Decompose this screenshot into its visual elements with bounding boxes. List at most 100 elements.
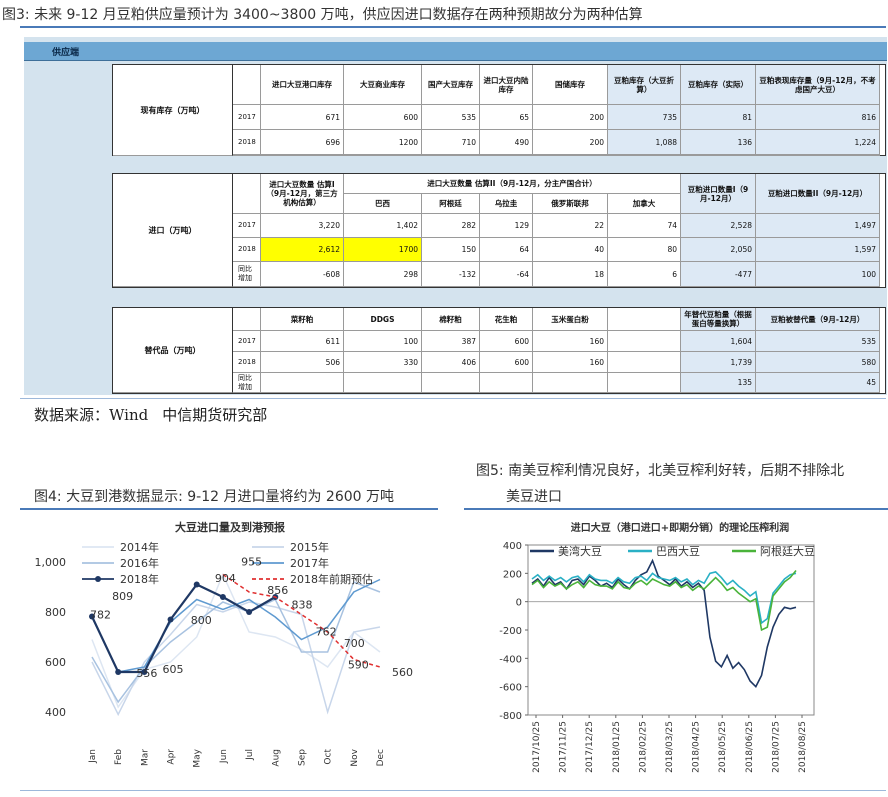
inventory-value-cell: - [533,155,608,156]
substitute-col-header: 玉米蛋白粉 [533,308,608,331]
crush-margin-chart: 进口大豆（港口进口+即期分销）的理论压榨利润 400 200 0 -200 -400 -60… [499,521,815,773]
inventory-col-header: 豆粕库存（实际） [681,65,756,105]
data-label: 809 [112,590,133,603]
inventory-value-cell: 600 [344,155,422,156]
fig3-title: 图3: 未来 9-12 月豆粕供应量预计为 3400~3800 万吨，供应因进口… [2,7,643,23]
import-value-cell: -132 [422,262,480,287]
substitute-value-cell: 1,604 [681,331,756,352]
series-marker [141,669,148,675]
data-label: 700 [344,637,365,650]
y-tick-label: -400 [499,654,522,665]
substitute-value-cell: 160 [533,352,608,373]
data-label: 955 [241,555,262,568]
import-value-cell: -64 [480,262,533,287]
import-row-label: 进口（万吨） [113,174,233,287]
data-source-line: 数据来源：Wind 中信期货研究部 [34,404,281,425]
inventory-year-cell: 同比增加 [233,155,261,156]
legend-label: 2014年 [120,540,159,554]
import-value-cell: 298 [344,262,422,287]
import-value-cell: 64 [480,238,533,262]
inventory-value-cell: 65 [480,105,533,130]
inventory-value-cell: 54 [681,155,756,156]
x-tick-label: 2018/08/25 [798,721,808,773]
inventory-value-cell: 490 [480,130,533,155]
inventory-value-cell: 176 [422,155,480,156]
plot-frame [527,544,815,716]
data-label: 556 [136,667,157,680]
import-value-cell: 2,528 [681,214,756,238]
fig5-title-rule [464,508,888,510]
legend-label: 2015年 [290,540,329,554]
y-tick-label: 1,000 [35,556,67,569]
x-tick-label: 2018/03/25 [665,721,675,773]
substitute-value-cell [344,373,422,393]
substitute-value-cell: 600 [480,352,533,373]
import-forecast-chart: 大豆进口量及到港预报 400 600 800 1,000 Jan Feb Mar Apr May J… [35,520,414,768]
import-value-cell: -477 [681,262,756,287]
fig4-title: 图4: 大豆到港数据显示: 9-12 月进口量将约为 2600 万吨 [34,489,394,505]
y-tick-label: -600 [499,683,522,694]
x-tick-label: 2018/04/25 [692,721,702,773]
import-year-cell: 2017 [233,214,261,238]
substitute-value-cell: 611 [261,331,344,352]
inventory-value-cell: 1200 [344,130,422,155]
x-tick-label: 2018/01/25 [612,721,622,773]
series-line [531,571,797,625]
substitute-value-cell [261,373,344,393]
import-block: 进口（万吨） 进口大豆数量 估算I（9月-12月，第三方机构估算） 进口大豆数量 估… [112,173,886,288]
fig4-title-rule [20,508,438,510]
legend-label: 美湾大豆 [558,544,602,558]
data-label: 856 [267,584,288,597]
substitute-value-cell [480,373,533,393]
inventory-col-header: 进口大豆内陆库存 [480,65,533,105]
inventory-value-cell: 353 [608,155,681,156]
fig5-title-line1: 图5: 南美豆榨利情况良好，北美豆榨利好转，后期不排除北 [476,463,845,479]
inventory-col-header: 国产大豆库存 [422,65,480,105]
import-country-header: 阿根廷 [422,194,480,214]
substitute-value-cell: 1,739 [681,352,756,373]
substitute-empty-cell [608,373,681,393]
substitute-value-cell: 45 [756,373,880,393]
import-value-cell: 40 [533,238,608,262]
import-value-cell: 18 [533,262,608,287]
legend-label: 2017年 [290,556,329,570]
x-tick-label: 2018/02/25 [638,721,648,773]
x-tick-label: 2018/06/25 [745,721,755,773]
legend-label: 巴西大豆 [656,544,700,558]
legend-label: 2018年 [120,572,159,586]
import-value-cell: 1,497 [756,214,880,238]
substitute-col-header: 年替代豆粕量（根据蛋白等量换算） [681,308,756,331]
series-line [531,558,797,689]
import-value-cell: 100 [756,262,880,287]
inventory-row-label: 现有库存（万吨） [113,65,233,156]
import-value-cell: 3,220 [261,214,344,238]
inventory-value-cell: 26 [261,155,344,156]
series-line [91,583,276,674]
import-value-cell: 22 [533,214,608,238]
x-tick-label: Dec [376,749,386,766]
inventory-col-header: 大豆商业库存 [344,65,422,105]
import-value-cell: -608 [261,262,344,287]
inventory-value-cell: 200 [533,105,608,130]
supply-table-panel: 供应端 现有库存（万吨） 进口大豆港口库存 大豆商业库存 国产大豆库存 进口大豆内陆库存… [24,37,887,395]
x-tick-label: Jan [88,749,98,764]
x-tick-label: Jul [245,749,255,761]
inventory-value-cell: 81 [681,105,756,130]
substitute-value-cell: 135 [681,373,756,393]
import-country-header: 加拿大 [608,194,681,214]
data-label: 904 [215,572,236,585]
legend-label: 2016年 [120,556,159,570]
chart-title: 进口大豆（港口进口+即期分销）的理论压榨利润 [571,521,789,534]
data-label: 560 [392,666,413,679]
import-value-cell: 1,597 [756,238,880,262]
supply-header-label: 供应端 [52,48,80,58]
x-tick-label: Mar [140,749,150,766]
inventory-col-header: 国储库存 [533,65,608,105]
y-tick-label: 0 [516,598,522,609]
substitute-row-label: 替代品（万吨） [113,308,233,393]
x-tick-label: Sep [297,749,307,766]
substitute-empty-cell [608,352,681,373]
inventory-value-cell: 408 [756,155,880,156]
substitute-value-cell: 600 [480,331,533,352]
inventory-value-cell: 1,088 [608,130,681,155]
